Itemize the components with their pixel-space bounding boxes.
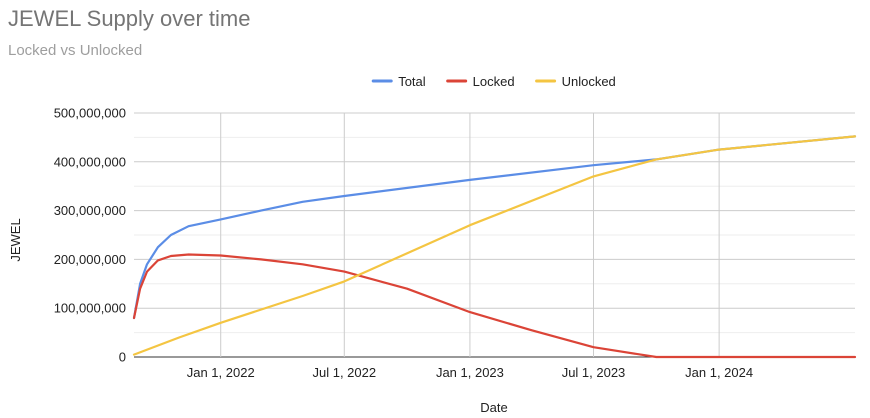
legend-label: Total xyxy=(398,74,426,89)
series-line-unlocked xyxy=(132,135,857,356)
legend-item-total[interactable]: Total xyxy=(371,74,426,89)
y-tick-label: 200,000,000 xyxy=(54,252,126,267)
legend: Total Locked Unlocked xyxy=(371,74,616,89)
grid-lines xyxy=(134,112,855,358)
legend-item-locked[interactable]: Locked xyxy=(446,74,515,89)
y-axis-ticks: 0 100,000,000 200,000,000 300,000,000 400,00… xyxy=(54,106,126,365)
y-tick-label: 100,000,000 xyxy=(54,301,126,316)
x-tick-label: Jan 1, 2023 xyxy=(436,365,504,380)
x-tick-label: Jul 1, 2023 xyxy=(562,365,626,380)
series-lines xyxy=(132,135,857,359)
x-tick-label: Jul 1, 2022 xyxy=(312,365,376,380)
legend-label: Locked xyxy=(473,74,515,89)
y-axis-title: JEWEL xyxy=(8,218,23,261)
x-tick-label: Jan 1, 2024 xyxy=(685,365,753,380)
legend-item-unlocked[interactable]: Unlocked xyxy=(535,74,616,89)
y-tick-label: 400,000,000 xyxy=(54,154,126,169)
y-tick-label: 0 xyxy=(119,350,126,365)
y-tick-label: 300,000,000 xyxy=(54,203,126,218)
x-tick-label: Jan 1, 2022 xyxy=(187,365,255,380)
legend-label: Unlocked xyxy=(562,74,616,89)
y-tick-label: 500,000,000 xyxy=(54,106,126,121)
chart-title: JEWEL Supply over time xyxy=(8,6,251,31)
chart-subtitle: Locked vs Unlocked xyxy=(8,42,143,59)
x-axis-title: Date xyxy=(480,400,507,415)
x-axis-ticks: Jan 1, 2022 Jul 1, 2022 Jan 1, 2023 Jul 1, … xyxy=(187,365,753,380)
series-line-locked xyxy=(132,253,857,359)
series-line-total xyxy=(132,135,857,320)
